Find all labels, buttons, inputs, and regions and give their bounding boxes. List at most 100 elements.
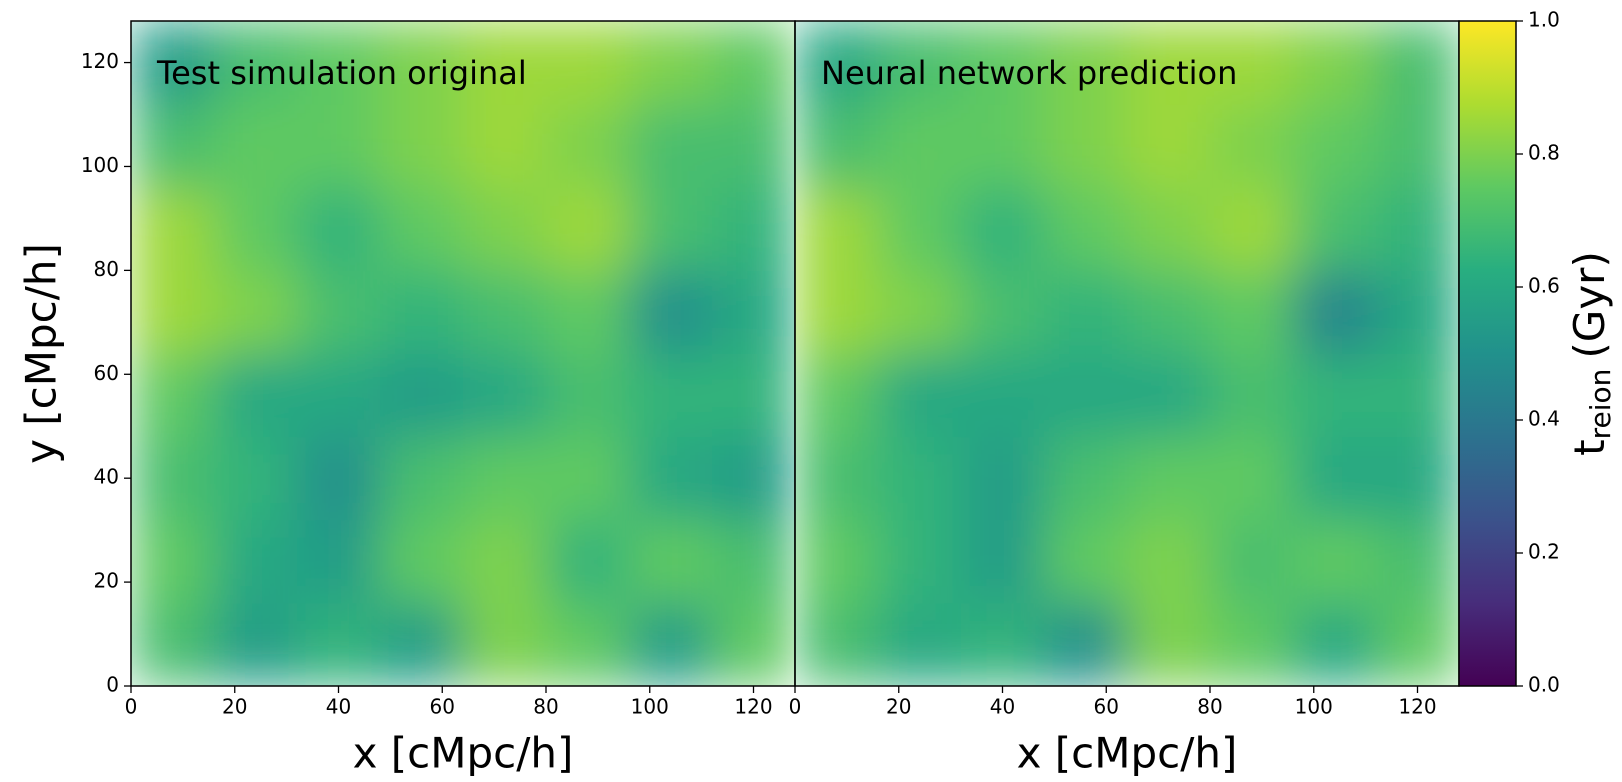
heatmap-cell [961, 104, 1045, 188]
heatmap-cell [546, 353, 630, 438]
heatmap-cell [214, 353, 298, 438]
heatmap [795, 21, 1460, 687]
heatmap-cell [463, 270, 547, 354]
colorbar [1458, 20, 1517, 687]
heatmap-cell [629, 104, 713, 188]
heatmap-cell [1044, 270, 1128, 354]
panel-annotation: Test simulation original [156, 54, 527, 92]
heatmap-cell [297, 187, 381, 271]
colorbar-tick-label: 1.0 [1528, 8, 1560, 32]
heatmap-cell [712, 104, 796, 188]
heatmap-cell [1127, 187, 1211, 271]
x-tick-label: 80 [533, 695, 558, 719]
x-tick-label: 120 [734, 695, 772, 719]
heatmap-cell [1044, 104, 1128, 188]
y-tick-label: 20 [94, 569, 119, 593]
heatmap-cell [1127, 104, 1211, 188]
heatmap-cell [546, 436, 630, 521]
heatmap-cell [1210, 270, 1294, 354]
x-tick-label: 60 [430, 695, 455, 719]
heatmap-cell [1127, 519, 1211, 604]
heatmap-cell [131, 519, 215, 604]
heatmap-cell [1210, 187, 1294, 271]
heatmap-cell [1210, 436, 1294, 521]
heatmap-cell [795, 187, 879, 271]
heatmap-cell [214, 436, 298, 521]
heatmap-cell [1376, 353, 1460, 438]
x-axis-label: x [cMpc/h] [1017, 729, 1238, 778]
heatmap-cell [1376, 602, 1460, 687]
heatmap-cell [380, 270, 464, 354]
heatmap-cell [629, 436, 713, 521]
heatmap-cell [1293, 519, 1377, 604]
colorbar-label: treion (Gyr) [1565, 251, 1618, 456]
heatmap-cell [380, 104, 464, 188]
heatmap-cell [878, 436, 962, 521]
heatmap-cell [629, 21, 713, 105]
heatmap-cell [1044, 187, 1128, 271]
x-tick-label: 0 [789, 695, 802, 719]
heatmap-cell [131, 602, 215, 687]
heatmap-cell [463, 436, 547, 521]
heatmap-cell [795, 270, 879, 354]
heatmap-cell [546, 270, 630, 354]
heatmap [131, 21, 796, 687]
heatmap-cell [795, 104, 879, 188]
heatmap-cell [1293, 436, 1377, 521]
heatmap-cell [1044, 436, 1128, 521]
heatmap-cell [1293, 21, 1377, 105]
heatmap-cell [1293, 104, 1377, 188]
heatmap-cell [1376, 104, 1460, 188]
heatmap-cell [380, 602, 464, 687]
heatmap-cell [712, 270, 796, 354]
heatmap-cell [546, 519, 630, 604]
colorbar-label-base: t [1565, 439, 1614, 455]
colorbar-label-sub: reion [1584, 369, 1617, 440]
heatmap-cell [297, 104, 381, 188]
heatmap-cell [1127, 21, 1211, 105]
heatmap-cell [795, 21, 879, 105]
heatmap-cell [1293, 353, 1377, 438]
heatmap-cell [712, 602, 796, 687]
heatmap-cell [1293, 602, 1377, 687]
heatmap-cell [463, 104, 547, 188]
heatmap-cell [878, 353, 962, 438]
x-tick-label: 120 [1398, 695, 1436, 719]
heatmap-cell [1127, 602, 1211, 687]
y-axis-label: y [cMpc/h] [17, 243, 66, 464]
heatmap-cell [131, 270, 215, 354]
heatmap-cell [712, 519, 796, 604]
heatmap-cell [1044, 602, 1128, 687]
heatmap-cell [1044, 353, 1128, 438]
x-tick-label: 60 [1094, 695, 1119, 719]
heatmap-cell [878, 519, 962, 604]
heatmap-cell [546, 104, 630, 188]
heatmap-cell [463, 353, 547, 438]
heatmap-cell [961, 187, 1045, 271]
colorbar-tick-label: 0.6 [1528, 274, 1560, 298]
y-tick-label: 60 [94, 361, 119, 385]
heatmap-cell [629, 602, 713, 687]
heatmap-cell [878, 602, 962, 687]
heatmap-cell [380, 187, 464, 271]
heatmap-cell [463, 21, 547, 105]
heatmap-cell [297, 21, 381, 105]
heatmap-cell [1376, 436, 1460, 521]
panel-annotation: Neural network prediction [821, 54, 1237, 92]
heatmap-cell [1210, 602, 1294, 687]
heatmap-cell [380, 21, 464, 105]
heatmap-cell [297, 436, 381, 521]
heatmap-cell [1376, 187, 1460, 271]
x-tick-label: 100 [1295, 695, 1333, 719]
heatmap-cell [380, 436, 464, 521]
heatmap-cell [629, 187, 713, 271]
x-tick-label: 0 [125, 695, 138, 719]
heatmap-cell [380, 353, 464, 438]
y-tick-label: 100 [81, 153, 119, 177]
heatmap-cell [1376, 519, 1460, 604]
heatmap-cell [629, 519, 713, 604]
heatmap-cell [297, 519, 381, 604]
x-tick-label: 80 [1197, 695, 1222, 719]
y-tick-label: 0 [106, 673, 119, 697]
